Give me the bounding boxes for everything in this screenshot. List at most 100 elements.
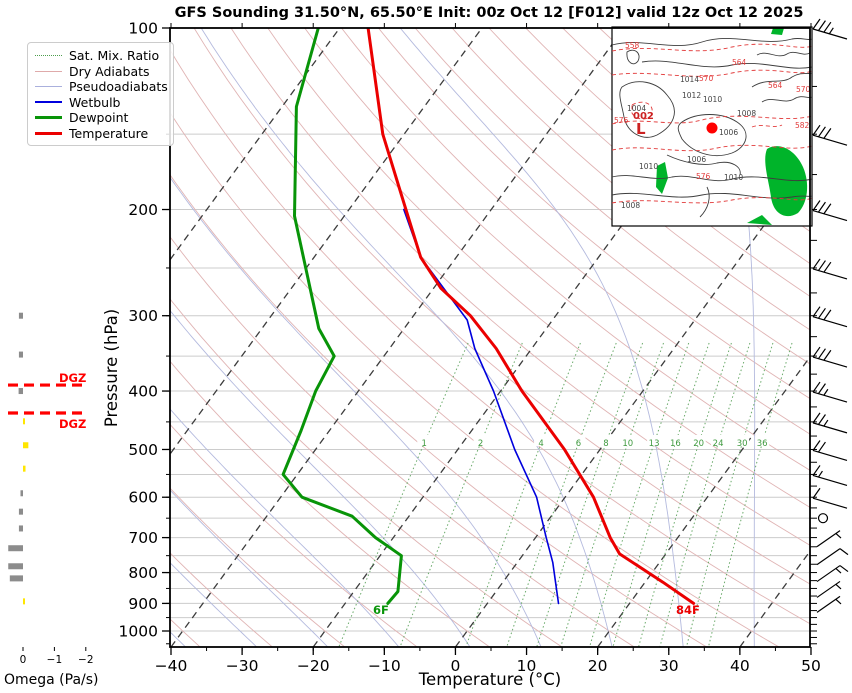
barb-full-tick (812, 124, 821, 136)
wind-barb (812, 18, 848, 40)
mixing-ratio-line (659, 342, 751, 647)
barb-full-tick (817, 20, 826, 31)
omega-bar (18, 388, 23, 395)
map-isobar-label: 1012 (682, 91, 701, 100)
pseudoadiabat-line-icon (35, 86, 62, 88)
barb-full-tick (823, 203, 832, 215)
barb-full-tick (817, 348, 826, 360)
pseudoadiabat (170, 309, 471, 647)
legend-item-dewpoint: Dewpoint (35, 110, 167, 126)
barb-full-tick (812, 412, 821, 424)
pseudoadiabat (170, 176, 542, 647)
mixing-ratio-label: 8 (603, 439, 608, 449)
barb-full-tick (812, 440, 821, 451)
wind-barb (812, 487, 848, 509)
mixing-ratio-line (560, 342, 664, 647)
legend-label: Dewpoint (69, 110, 129, 126)
wind-barb (816, 595, 842, 613)
isotherm-dashed (170, 28, 341, 261)
barb-full-tick (823, 128, 832, 139)
barb-half-tick (817, 470, 823, 478)
map-thickness-contours (611, 43, 813, 204)
surface-dewpoint-label: 6F (373, 603, 389, 617)
map-thickness-label: 582 (795, 121, 810, 130)
wind-barb (812, 124, 848, 146)
wetbulb-curve (402, 208, 560, 605)
map-isobar-label: 1014 (680, 75, 699, 84)
dry-adiabat (170, 360, 490, 647)
barb-full-tick (812, 381, 821, 393)
dry-adiabat (378, 28, 810, 400)
pseudoadiabat (170, 408, 400, 647)
mixing-ratio-label-bg (691, 435, 706, 446)
mixing-ratio-label-bg (417, 435, 432, 446)
legend-item-temperature: Temperature (35, 126, 167, 142)
barb-staff (816, 530, 841, 548)
map-isobar-contours (611, 37, 813, 218)
wind-barb (812, 465, 848, 487)
barb-full-tick (812, 487, 821, 499)
temp-tick-label: −20 (297, 657, 330, 675)
mixing-ratio-line (708, 342, 793, 647)
dry-adiabat (414, 28, 810, 365)
mixing-ratio-label: 10 (622, 439, 633, 449)
wind-barb (812, 440, 848, 462)
barb-staff (812, 209, 848, 222)
clipped-field: 1 2 4 6 8 10 13 16 20 24 30 36 (170, 28, 810, 647)
map-thickness-label: 576 (614, 116, 629, 125)
barb-half-tick (835, 583, 842, 590)
barb-full-tick (817, 126, 826, 138)
wind-barb (812, 306, 848, 328)
mixing-ratio-line (638, 342, 732, 647)
mixing-ratio-label-bg (735, 435, 750, 446)
barb-full-tick (823, 309, 832, 321)
temperature-axis-label: Temperature (°C) (418, 670, 561, 689)
barb-full-tick (812, 258, 821, 270)
barb-full-tick (817, 307, 826, 319)
barb-staff (812, 497, 848, 509)
omega-tick-label: 0 (20, 654, 27, 666)
barb-staff (812, 391, 848, 403)
legend-item-sat-mix-ratio: Sat. Mix. Ratio (35, 48, 167, 64)
calm-wind-icon (817, 513, 829, 524)
mixing-ratio-line (589, 342, 690, 647)
barb-full-tick (817, 201, 826, 213)
mixing-ratio-line (536, 342, 644, 647)
map-isobar-label: 1008 (621, 201, 640, 210)
dry-adiabat (451, 28, 810, 331)
wind-barb (816, 580, 842, 598)
omega-panel: 0 −1 −2 (8, 312, 94, 666)
omega-bar (23, 598, 25, 605)
wind-barb (812, 258, 848, 280)
wind-barb (817, 513, 829, 524)
legend-item-pseudoadiabats: Pseudoadiabats (35, 79, 168, 95)
mixing-ratio-label-bg (668, 435, 683, 446)
omega-bar (8, 563, 23, 570)
omega-bar (23, 465, 26, 472)
dgz-label-upper: DGZ (59, 371, 87, 385)
chart-title: GFS Sounding 31.50°N, 65.50°E Init: 00z … (175, 5, 804, 21)
barb-full-tick (823, 261, 832, 273)
barb-full-tick (817, 260, 826, 271)
barb-full-tick (817, 383, 826, 394)
omega-bar (18, 508, 23, 515)
map-isobar-label: 1006 (687, 155, 706, 164)
wind-barb (812, 346, 848, 368)
pressure-tick-label: 200 (128, 201, 158, 219)
omega-bar (23, 442, 29, 449)
barb-full-tick (812, 306, 821, 318)
dry-adiabat (170, 298, 562, 647)
temp-tick-label: −40 (155, 657, 188, 675)
mixing-ratio-label: 16 (670, 439, 681, 449)
barb-full-tick (812, 346, 821, 358)
temp-tick-label: 40 (730, 657, 750, 675)
temperature-curve (366, 28, 696, 605)
pressure-tick-label: 900 (128, 595, 158, 613)
barb-staff (812, 134, 848, 146)
map-thickness-label: 576 (696, 172, 711, 181)
dry-adiabat-line-icon (35, 70, 62, 72)
pressure-tick-label: 300 (128, 307, 158, 325)
barb-staff (812, 474, 848, 487)
